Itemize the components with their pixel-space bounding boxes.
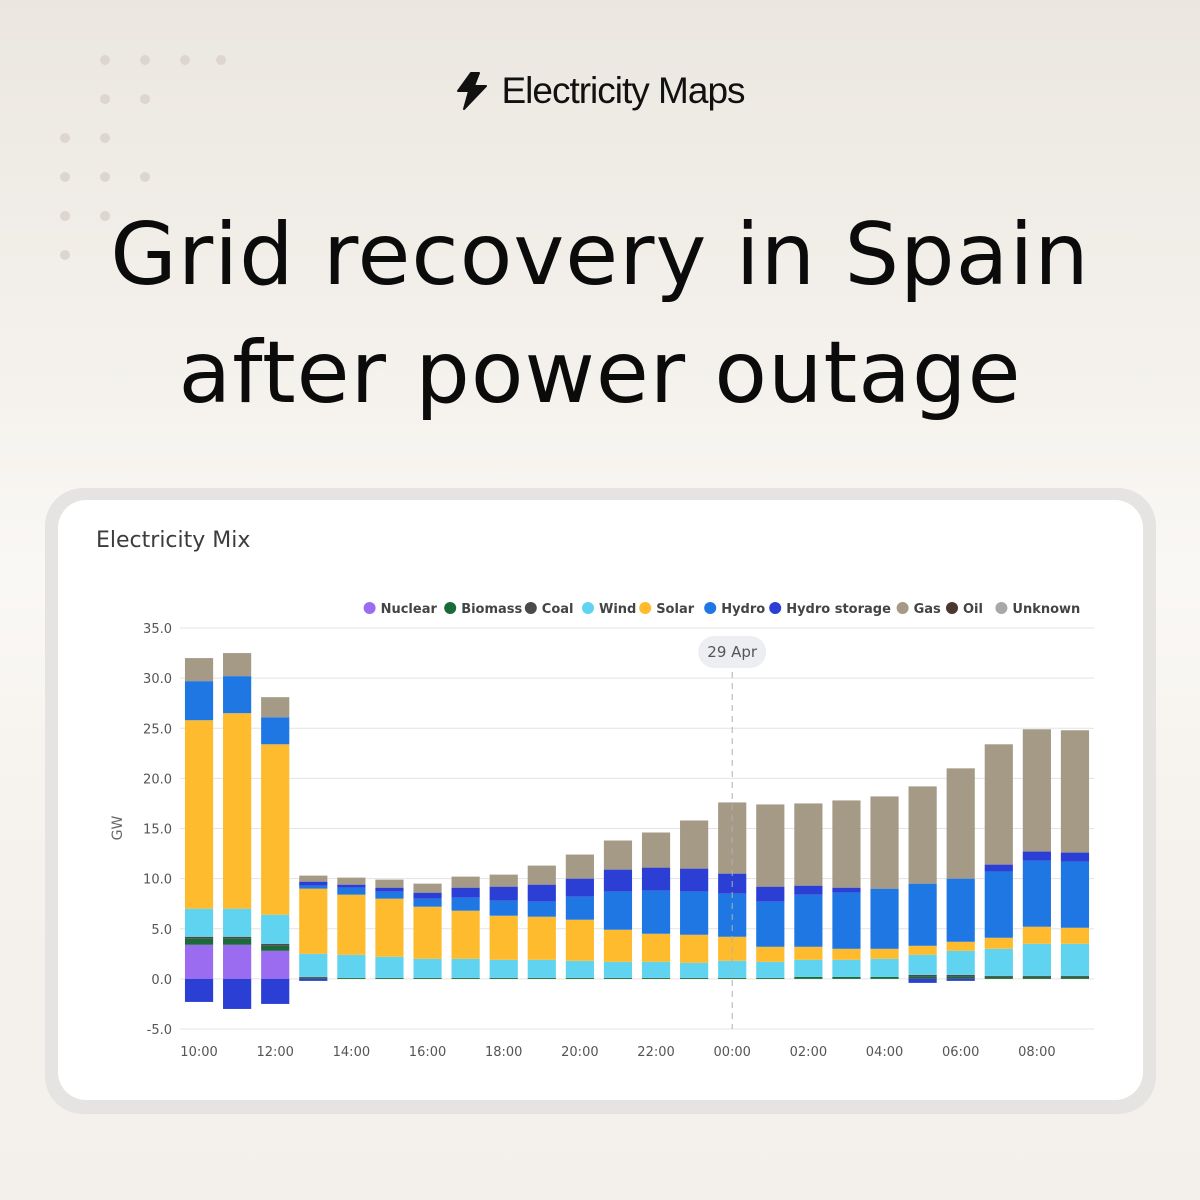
brand-header: Electricity Maps: [0, 70, 1200, 112]
chart-card-title: Electricity Mix: [96, 528, 251, 553]
decorative-dot: [180, 55, 190, 65]
decorative-dot: [100, 172, 110, 182]
decorative-dot: [60, 133, 70, 143]
decorative-dot: [140, 94, 150, 104]
decorative-dot: [100, 94, 110, 104]
decorative-dot: [140, 55, 150, 65]
decorative-dot: [60, 211, 70, 221]
decorative-dot: [60, 172, 70, 182]
lightning-bolt-icon: [457, 72, 488, 110]
chart-card: [58, 500, 1143, 1100]
decorative-dot: [100, 133, 110, 143]
headline-line-1: Grid recovery in Spain: [110, 205, 1090, 305]
headline: Grid recovery in Spain after power outag…: [0, 196, 1200, 432]
decorative-dot: [216, 55, 226, 65]
decorative-dot: [100, 211, 110, 221]
headline-line-2: after power outage: [178, 323, 1022, 423]
decorative-dot: [140, 172, 150, 182]
decorative-dot: [60, 250, 70, 260]
decorative-dot: [100, 55, 110, 65]
decorative-dot-pattern: [40, 40, 260, 280]
brand-name: Electricity Maps: [501, 70, 745, 111]
